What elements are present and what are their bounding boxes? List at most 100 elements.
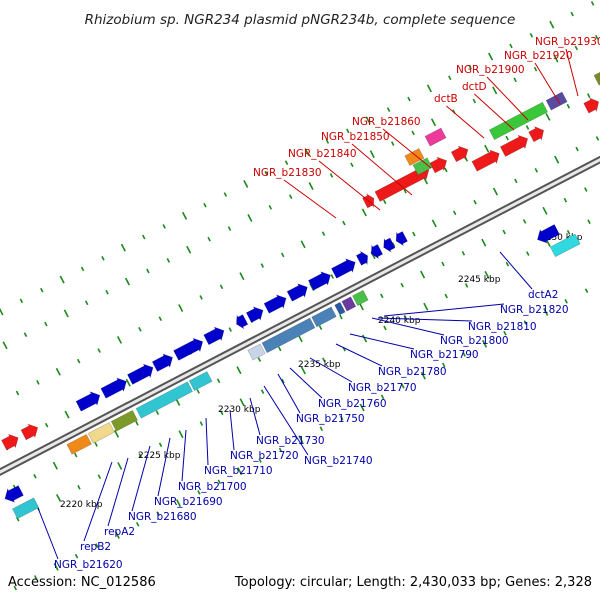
gene-feature bbox=[355, 250, 369, 266]
label-leader bbox=[446, 105, 485, 139]
tick-mark bbox=[264, 171, 268, 176]
gene-feature bbox=[110, 409, 138, 432]
tick-mark bbox=[56, 493, 62, 502]
gene-label-bottom: NGR_b21740 bbox=[304, 455, 373, 467]
tick-mark bbox=[342, 220, 346, 226]
gene-feature bbox=[341, 296, 357, 312]
tick-mark bbox=[59, 275, 65, 284]
tick-mark bbox=[595, 136, 600, 141]
tick-mark bbox=[117, 462, 123, 470]
tick-mark bbox=[146, 268, 150, 274]
gene-label-bottom: NGR_b21790 bbox=[410, 349, 479, 361]
tick-mark bbox=[247, 213, 253, 222]
tick-mark bbox=[158, 442, 163, 448]
gene-feature bbox=[245, 306, 264, 323]
tick-mark bbox=[197, 490, 201, 495]
gene-feature bbox=[236, 314, 249, 330]
gene-feature bbox=[395, 231, 408, 247]
tick-mark bbox=[120, 243, 126, 252]
tick-mark bbox=[52, 461, 58, 470]
tick-mark bbox=[574, 45, 579, 51]
gene-features bbox=[1, 71, 600, 520]
tick-mark bbox=[587, 93, 591, 98]
tick-mark bbox=[452, 210, 457, 216]
tick-mark bbox=[325, 139, 330, 144]
axis-inner bbox=[0, 157, 600, 474]
tick-mark bbox=[95, 543, 99, 548]
tick-mark bbox=[203, 202, 207, 208]
tick-mark bbox=[74, 452, 78, 458]
label-leader bbox=[249, 397, 261, 436]
gene-feature bbox=[12, 497, 40, 520]
gene-label-bottom: NGR_b21810 bbox=[468, 321, 537, 333]
gene-label-top: NGR_b21930 bbox=[535, 36, 600, 48]
tick-mark bbox=[138, 453, 142, 458]
tick-mark bbox=[522, 219, 527, 224]
tick-mark bbox=[114, 429, 120, 438]
tick-mark bbox=[369, 150, 375, 159]
label-leader bbox=[83, 461, 113, 542]
scale-label: 2250 kbp bbox=[540, 233, 583, 243]
gene-label-bottom: repB2 bbox=[80, 541, 111, 553]
tick-mark bbox=[243, 180, 249, 188]
tick-mark bbox=[15, 390, 20, 396]
tick-mark bbox=[178, 430, 184, 439]
label-leader bbox=[318, 160, 381, 211]
tick-mark bbox=[260, 263, 265, 268]
tick-mark bbox=[158, 316, 163, 321]
tick-mark bbox=[84, 300, 89, 306]
gene-feature bbox=[20, 423, 39, 441]
gene-label-bottom: NGR_b21710 bbox=[204, 465, 273, 477]
tick-mark bbox=[329, 173, 334, 178]
tick-mark bbox=[97, 348, 101, 353]
gene-feature bbox=[100, 377, 127, 399]
scale-labels: 2220 kbp 2225 kbp 2230 kbp 2235 kbp 2240 kbp… bbox=[60, 233, 583, 510]
label-leader bbox=[277, 373, 301, 414]
gene-feature bbox=[203, 326, 225, 346]
tick-mark bbox=[281, 378, 285, 384]
tick-mark bbox=[44, 422, 49, 428]
tick-mark bbox=[155, 410, 160, 415]
label-leader bbox=[107, 457, 129, 527]
tick-mark bbox=[390, 141, 395, 146]
tick-mark bbox=[216, 378, 221, 384]
gene-label-top: NGR_b21860 bbox=[352, 116, 421, 128]
gene-label-top: NGR_b21900 bbox=[456, 64, 525, 76]
label-leader bbox=[157, 437, 171, 497]
tick-mark bbox=[549, 20, 555, 29]
label-leader bbox=[229, 409, 235, 451]
tick-mark bbox=[300, 240, 306, 249]
tick-mark bbox=[430, 118, 437, 127]
tick-mark bbox=[114, 531, 120, 539]
gene-label-bottom: NGR_b21680 bbox=[128, 511, 197, 523]
label-leader bbox=[474, 93, 515, 131]
tick-mark bbox=[595, 35, 599, 40]
tick-mark bbox=[13, 585, 18, 591]
label-leader bbox=[283, 179, 337, 219]
tick-mark bbox=[533, 66, 538, 72]
tick-mark bbox=[196, 389, 200, 394]
tick-mark bbox=[442, 362, 446, 368]
tick-mark bbox=[407, 96, 411, 102]
tick-mark bbox=[138, 326, 142, 332]
tick-mark bbox=[461, 251, 466, 256]
label-leader bbox=[289, 367, 323, 399]
tick-mark bbox=[361, 208, 367, 217]
scale-label: 2220 kbp bbox=[60, 500, 103, 510]
tick-mark bbox=[330, 274, 334, 279]
tick-mark bbox=[44, 321, 48, 327]
tick-mark bbox=[278, 346, 282, 352]
tick-mark bbox=[288, 194, 293, 199]
tick-mark bbox=[365, 116, 371, 125]
tick-mark bbox=[23, 332, 28, 338]
tick-mark bbox=[420, 270, 426, 279]
tick-mark bbox=[318, 325, 323, 330]
tick-mark bbox=[350, 162, 354, 168]
tick-mark bbox=[76, 358, 81, 364]
gene-feature bbox=[311, 306, 337, 328]
tick-mark bbox=[448, 75, 452, 81]
gene-feature bbox=[331, 258, 356, 279]
label-leader bbox=[351, 143, 413, 196]
map-title: Rhizobium sp. NGR234 plasmid pNGR234b, c… bbox=[85, 12, 516, 28]
tick-mark bbox=[298, 435, 304, 444]
